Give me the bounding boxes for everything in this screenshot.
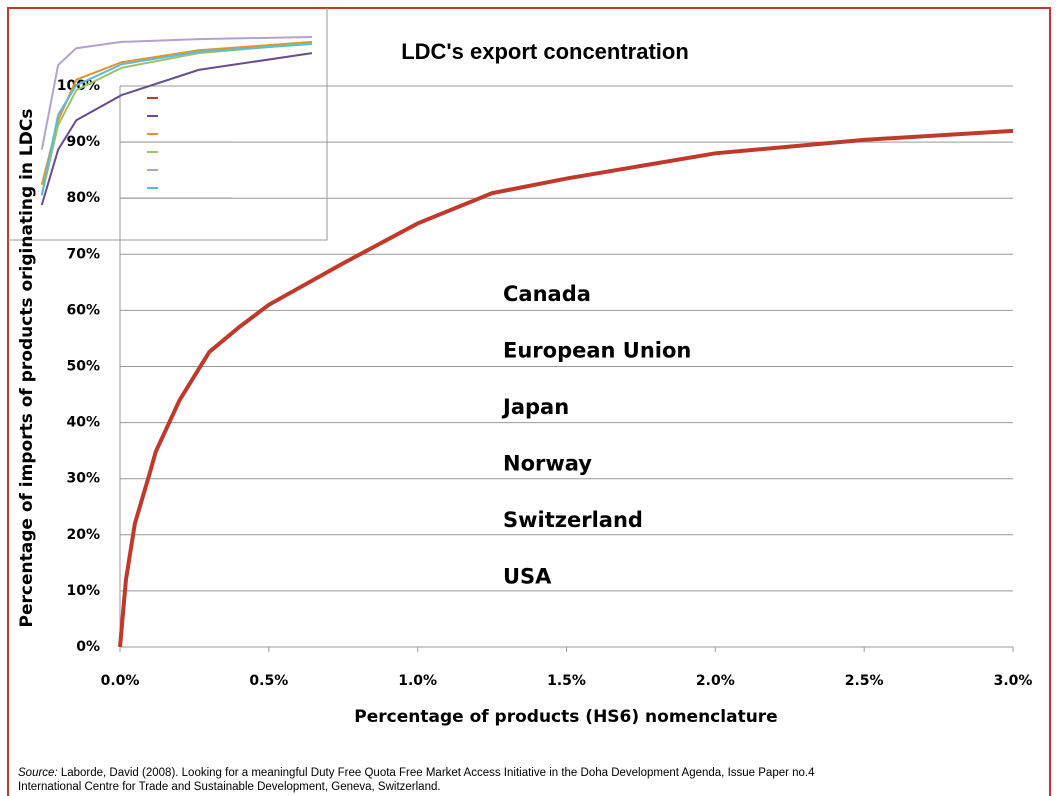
source-text: International Centre for Trade and Susta…	[18, 781, 441, 793]
legend-name: European Union	[503, 339, 691, 363]
x-tick-label: 0.0%	[101, 673, 140, 689]
legend-name: Norway	[503, 452, 592, 476]
x-tick-label: 2.0%	[696, 673, 735, 689]
y-tick-label: 20%	[66, 527, 100, 543]
inset-box	[8, 8, 328, 241]
y-tick-label: 100%	[57, 78, 100, 94]
y-tick-label: 90%	[66, 134, 100, 150]
legend-name: Switzerland	[503, 508, 643, 532]
y-tick-label: 30%	[66, 471, 100, 487]
x-tick-label: 1.5%	[547, 673, 586, 689]
y-tick-label: 0%	[76, 639, 100, 655]
y-tick-label: 80%	[66, 190, 100, 206]
y-tick-label: 10%	[66, 583, 100, 599]
y-tick-label: 70%	[66, 246, 100, 262]
frame	[7, 7, 1051, 796]
legend-name: Canada	[503, 282, 591, 306]
y-tick-label: 50%	[66, 359, 100, 375]
series-line	[40, 52, 313, 206]
x-axis-label: Percentage of products (HS6) nomenclatur…	[354, 707, 777, 727]
series-line	[40, 40, 313, 185]
source-label: Source:	[18, 767, 58, 779]
chart-title: LDC's export concentration	[401, 39, 689, 64]
y-tick-label: 40%	[66, 415, 100, 431]
series-line	[118, 128, 1014, 648]
source: Source: Laborde, David (2008). Looking f…	[18, 767, 815, 779]
legend-name: Japan	[501, 395, 569, 419]
source-text: Laborde, David (2008). Looking for a mea…	[58, 767, 815, 779]
y-axis-label: Percentage of imports of products origin…	[17, 109, 37, 628]
x-tick-label: 2.5%	[845, 673, 884, 689]
x-tick-label: 0.5%	[249, 673, 288, 689]
y-tick-label: 60%	[66, 302, 100, 318]
x-tick-label: 1.0%	[398, 673, 437, 689]
legend-name: USA	[503, 565, 552, 589]
x-tick-label: 3.0%	[994, 673, 1033, 689]
series-line	[40, 43, 313, 196]
series-line	[40, 36, 313, 150]
series-line	[40, 42, 313, 196]
